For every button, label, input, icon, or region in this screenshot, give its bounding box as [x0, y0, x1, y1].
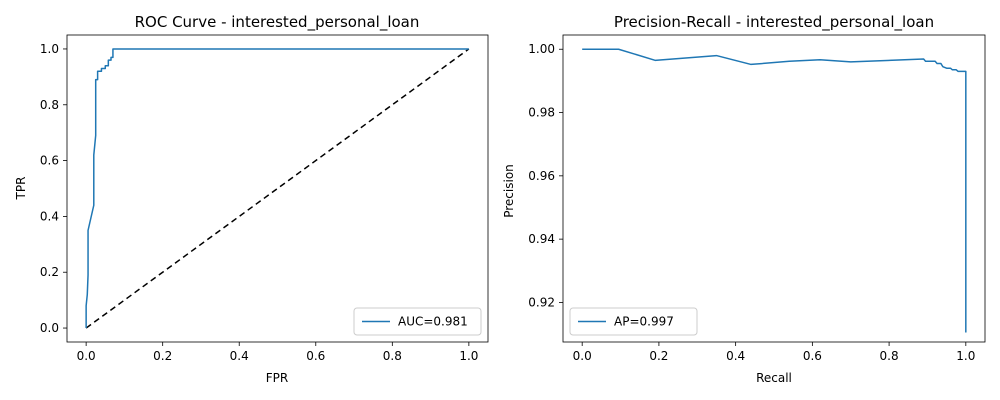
pr-y-tick-label: 0.92 — [528, 295, 555, 309]
roc-legend-box — [353, 307, 482, 336]
roc-y-tick-label: 0.8 — [40, 98, 59, 112]
roc-y-tick-label: 0.2 — [40, 265, 59, 279]
roc-x-tick-label: 1.0 — [459, 349, 478, 363]
roc-y-axis-label: TPR — [14, 177, 28, 201]
pr-y-tick-label: 0.94 — [528, 232, 555, 246]
roc-y-tick-label: 0.4 — [40, 209, 59, 223]
roc-legend: AUC=0.981 — [353, 307, 482, 336]
pr-y-tick-label: 1.00 — [528, 42, 555, 56]
roc-legend-label: AUC=0.981 — [398, 315, 468, 329]
pr-panel: Precision-Recall - interested_personal_l… — [502, 13, 986, 385]
pr-legend-label: AP=0.997 — [614, 315, 674, 329]
pr-x-tick-label: 1.0 — [956, 349, 975, 363]
pr-x-tick-label: 0.0 — [573, 349, 592, 363]
pr-title: Precision-Recall - interested_personal_l… — [614, 13, 934, 32]
roc-x-tick-label: 0.0 — [77, 349, 96, 363]
roc-x-tick-label: 0.2 — [153, 349, 172, 363]
pr-series-line-0 — [582, 48, 967, 333]
pr-axes-frame — [562, 34, 986, 343]
roc-panel: ROC Curve - interested_personal_loan FPR… — [14, 13, 489, 385]
roc-y-tick-label: 0.0 — [40, 321, 59, 335]
roc-y-tick-label: 1.0 — [40, 42, 59, 56]
roc-reference-line — [85, 48, 470, 329]
roc-x-axis-label: FPR — [266, 371, 288, 385]
pr-x-axis-label: Recall — [756, 371, 792, 385]
roc-y-tick-label: 0.6 — [40, 154, 59, 168]
pr-x-tick-label: 0.8 — [880, 349, 899, 363]
roc-title: ROC Curve - interested_personal_loan — [135, 13, 420, 32]
pr-x-tick-label: 0.4 — [726, 349, 745, 363]
roc-series-line-0 — [85, 48, 469, 329]
roc-x-tick-label: 0.8 — [383, 349, 402, 363]
pr-legend: AP=0.997 — [569, 307, 698, 336]
roc-x-tick-label: 0.4 — [230, 349, 249, 363]
pr-y-axis-label: Precision — [502, 164, 516, 218]
pr-plot-marks: 0.0 0.2 0.4 0.6 0.8 1.0 0.92 0.94 0.96 0.98 1.00 AP… — [528, 34, 986, 363]
pr-x-tick-label: 0.6 — [803, 349, 822, 363]
pr-legend-box — [569, 307, 698, 336]
roc-axes-frame — [66, 34, 489, 343]
roc-x-tick-label: 0.6 — [306, 349, 325, 363]
pr-y-tick-label: 0.98 — [528, 106, 555, 120]
pr-x-tick-label: 0.2 — [649, 349, 668, 363]
roc-plot-marks: 0.0 0.2 0.4 0.6 0.8 1.0 0.0 0.2 0.4 0.6 0.8 1.0 AUC=… — [40, 34, 489, 363]
pr-y-tick-label: 0.96 — [528, 169, 555, 183]
